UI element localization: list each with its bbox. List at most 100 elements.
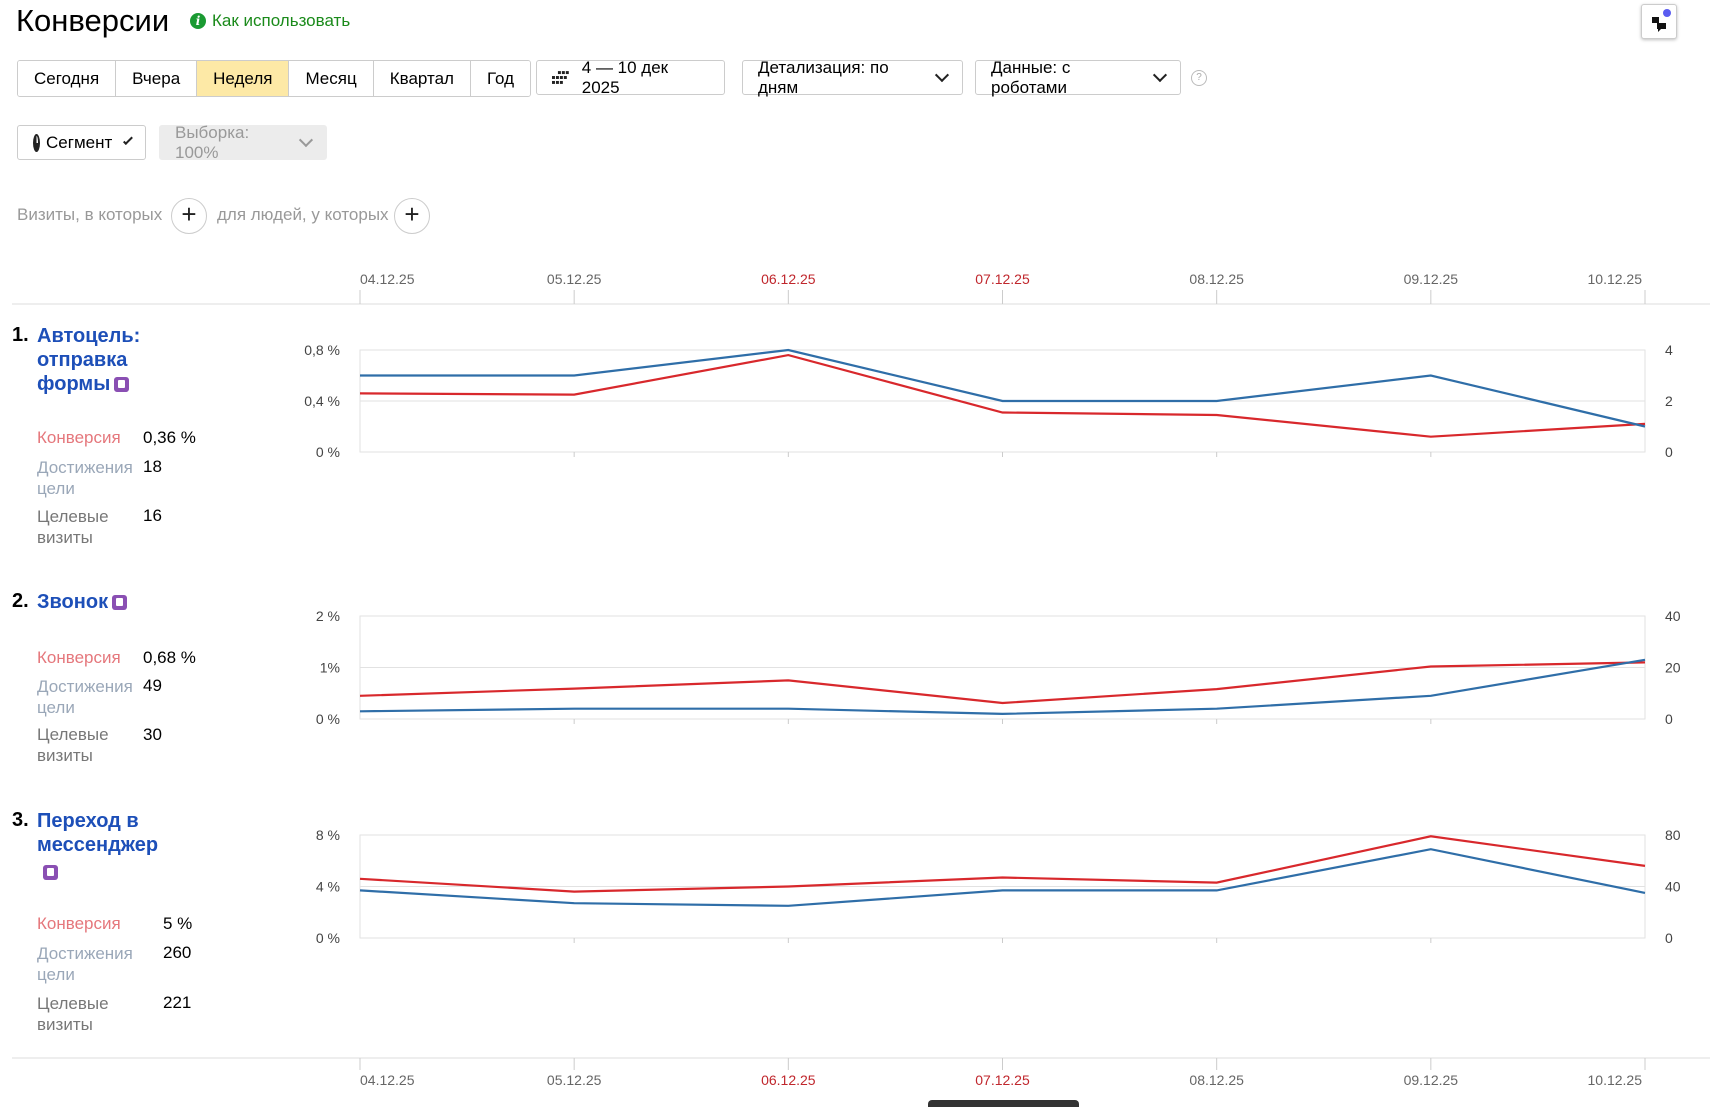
date-label: 05.12.25	[547, 271, 602, 287]
date-label: 06.12.25	[761, 1072, 816, 1088]
sample-dropdown[interactable]: Выборка: 100%	[159, 122, 327, 162]
date-label: 10.12.25	[1588, 271, 1643, 287]
metric-label-visits: Целевые визиты	[37, 507, 109, 547]
segment-button[interactable]: Сегмент	[17, 125, 146, 160]
conversion-series-line	[359, 353, 1646, 438]
left-axis-tick-label: 0 %	[316, 711, 340, 727]
data-dropdown[interactable]: Данные: с роботами	[975, 57, 1181, 97]
conversion-series-line	[359, 835, 1646, 893]
date-range-button[interactable]: 4 — 10 дек 2025	[536, 57, 725, 97]
how-to-use-link[interactable]: i Как использовать	[190, 11, 350, 31]
left-axis-tick-label: 8 %	[316, 827, 340, 843]
goal-2-conversion: 0,68 %	[143, 648, 196, 667]
horizontal-scrollbar[interactable]	[928, 1100, 1079, 1107]
detail-dropdown[interactable]: Детализация: по дням	[742, 57, 963, 97]
goal-2-visits: 30	[143, 725, 162, 744]
period-quarter[interactable]: Квартал	[373, 61, 471, 96]
chat-icon	[1652, 17, 1666, 32]
date-label: 08.12.25	[1189, 1072, 1244, 1088]
left-axis-tick-label: 0,4 %	[304, 393, 340, 409]
left-axis-tick-label: 0,8 %	[304, 342, 340, 358]
metric-label-visits: Целевые визиты	[37, 994, 109, 1034]
help-icon[interactable]: ?	[1191, 70, 1207, 86]
info-icon: i	[190, 13, 206, 29]
metric-label-reaches: Достижения цели	[37, 458, 133, 498]
goal-2-name: Звонок	[37, 591, 109, 613]
metric-label-conversion: Конверсия	[37, 914, 121, 933]
goal-2-name-link[interactable]: Звонок	[37, 590, 177, 614]
left-axis-tick-label: 2 %	[316, 608, 340, 624]
date-label: 04.12.25	[360, 271, 415, 287]
date-label: 09.12.25	[1404, 1072, 1459, 1088]
notification-dot	[1663, 9, 1671, 17]
right-axis-tick-label: 0	[1665, 444, 1673, 460]
left-axis-tick-label: 1%	[320, 660, 340, 676]
right-axis-tick-label: 40	[1665, 879, 1681, 895]
goal-number: 3.	[12, 809, 29, 831]
goal-3-name-link[interactable]: Переход в мессенджер	[37, 809, 187, 881]
right-axis-tick-label: 40	[1665, 608, 1681, 624]
calendar-icon	[552, 70, 569, 84]
metric-label-conversion: Конверсия	[37, 648, 121, 667]
goal-1-name: Автоцель: отправка формы	[37, 325, 141, 395]
right-axis-tick-label: 4	[1665, 342, 1673, 358]
goal-1-visits: 16	[143, 506, 162, 525]
messenger-icon	[43, 865, 58, 881]
form-icon	[114, 377, 130, 393]
visits-filter-label: Визиты, в которых	[17, 205, 163, 224]
page-title: Конверсии	[16, 3, 170, 38]
metric-label-reaches: Достижения цели	[37, 677, 133, 717]
right-axis-tick-label: 0	[1665, 711, 1673, 727]
detail-label: Детализация: по дням	[758, 57, 889, 97]
chat-button[interactable]	[1641, 4, 1677, 39]
goal-2-reaches: 49	[143, 676, 162, 695]
right-axis-tick-label: 20	[1665, 660, 1681, 676]
sample-label: Выборка: 100%	[175, 122, 250, 162]
period-selector: Сегодня Вчера Неделя Месяц Квартал Год	[17, 60, 532, 97]
how-to-use-label: Как использовать	[212, 11, 351, 30]
left-axis-tick-label: 0 %	[316, 930, 340, 946]
date-label: 04.12.25	[360, 1072, 415, 1088]
metric-label-reaches: Достижения цели	[37, 944, 133, 984]
date-label: 06.12.25	[761, 271, 816, 287]
left-axis-tick-label: 4 %	[316, 879, 340, 895]
goal-number: 2.	[12, 590, 29, 612]
period-week[interactable]: Неделя	[197, 61, 290, 96]
period-month[interactable]: Месяц	[289, 61, 374, 96]
period-year[interactable]: Год	[470, 61, 531, 96]
reaches-series-line	[360, 348, 1646, 428]
date-range-label: 4 — 10 дек 2025	[581, 57, 669, 97]
reaches-series-line	[359, 658, 1646, 716]
add-visits-filter-button[interactable]: +	[171, 198, 207, 234]
right-axis-tick-label: 80	[1665, 827, 1681, 843]
date-label: 07.12.25	[975, 271, 1030, 287]
goal-1-name-link[interactable]: Автоцель: отправка формы	[37, 324, 177, 396]
right-axis-tick-label: 2	[1665, 393, 1673, 409]
goal-1-reaches: 18	[143, 457, 162, 476]
goal-3-conversion: 5 %	[163, 914, 193, 933]
period-today[interactable]: Сегодня	[18, 61, 117, 96]
date-label: 08.12.25	[1189, 271, 1244, 287]
date-label: 09.12.25	[1404, 271, 1459, 287]
period-yesterday[interactable]: Вчера	[116, 61, 198, 96]
left-axis-tick-label: 0 %	[316, 444, 340, 460]
add-people-filter-button[interactable]: +	[394, 198, 430, 234]
date-label: 10.12.25	[1588, 1072, 1643, 1088]
goal-3-reaches: 260	[163, 943, 192, 962]
goal-3-visits: 221	[163, 993, 192, 1012]
people-filter-label: для людей, у которых	[217, 205, 389, 224]
goal-1-conversion: 0,36 %	[143, 428, 196, 447]
date-label: 05.12.25	[547, 1072, 602, 1088]
metric-label-visits: Целевые визиты	[37, 725, 109, 765]
phone-icon	[112, 595, 128, 611]
segment-label: Сегмент	[46, 132, 113, 152]
goal-number: 1.	[12, 324, 29, 346]
right-axis-tick-label: 0	[1665, 930, 1673, 946]
goal-3-name: Переход в мессенджер	[37, 810, 159, 856]
reaches-series-line	[359, 848, 1646, 907]
data-label: Данные: с роботами	[991, 57, 1071, 97]
date-label: 07.12.25	[975, 1072, 1030, 1088]
pie-chart-icon	[33, 133, 41, 152]
conversion-series-line	[359, 661, 1646, 705]
